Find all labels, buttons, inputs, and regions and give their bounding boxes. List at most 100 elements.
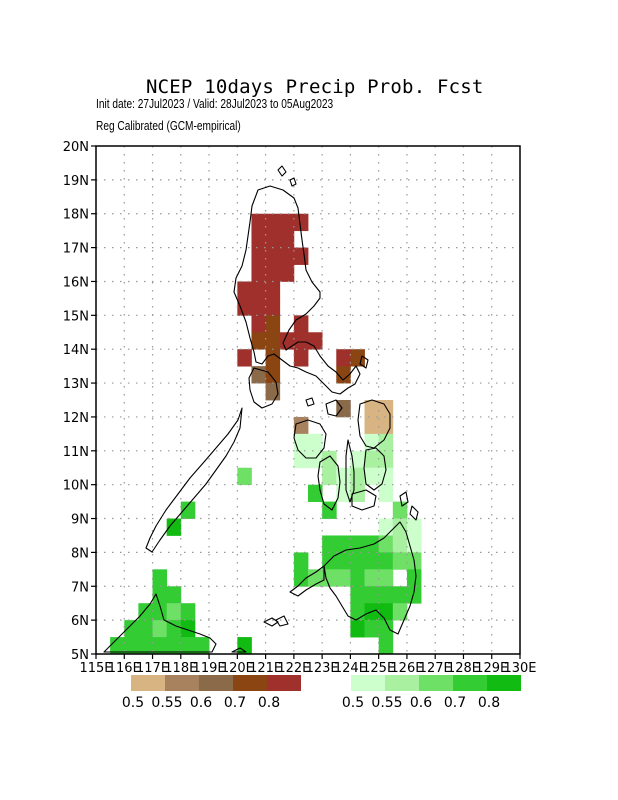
prob-cell	[166, 637, 182, 655]
wet-legend-swatch	[385, 675, 419, 691]
prob-cell	[166, 603, 182, 621]
prob-cell	[322, 535, 337, 553]
prob-cell	[251, 264, 266, 282]
dry-legend-swatch	[131, 675, 165, 691]
lon-tick-label: 130E	[503, 661, 536, 676]
prob-cell	[110, 637, 125, 655]
prob-cell	[406, 569, 422, 587]
prob-cell	[166, 620, 182, 638]
prob-cell	[364, 400, 380, 418]
lat-tick-label: 8N	[71, 546, 89, 561]
prob-cell	[124, 620, 139, 638]
prob-cell	[265, 298, 281, 316]
prob-cell	[378, 603, 394, 621]
axis-ticks: 5N 6N 7N 8N 9N 10N 11N 12N 13N 14N 15N 16N 17N 18N 19N…	[63, 140, 537, 676]
prob-cell	[293, 315, 309, 333]
coast-siargao	[409, 505, 419, 521]
lon-tick-label: 125E	[362, 661, 395, 676]
prob-cell	[336, 484, 351, 502]
lon-tick-label: 119E	[193, 661, 226, 676]
dry-legend-swatch	[267, 675, 301, 691]
lon-tick-label: 127E	[419, 661, 452, 676]
prob-cell	[265, 366, 281, 384]
prob-cell	[265, 349, 281, 367]
prob-cell	[237, 281, 252, 299]
probability-cells	[110, 213, 422, 655]
prob-cell	[308, 332, 323, 350]
wet-legend-swatch	[351, 675, 385, 691]
prob-cell	[293, 332, 309, 350]
lat-tick-label: 7N	[71, 580, 89, 595]
prob-cell	[180, 637, 196, 655]
lat-tick-label: 11N	[63, 445, 89, 460]
prob-cell	[166, 518, 182, 536]
prob-cell	[392, 501, 408, 519]
prob-cell	[293, 569, 309, 587]
coast-leyte	[363, 447, 387, 491]
prob-cell	[138, 637, 153, 655]
prob-cell	[293, 552, 309, 570]
lon-tick-label: 118E	[164, 661, 197, 676]
prob-cell	[279, 264, 295, 282]
prob-cell	[406, 586, 422, 604]
prob-cell	[350, 586, 365, 604]
wet-legend-label: 0.8	[478, 695, 500, 711]
coast-batanes	[277, 165, 287, 177]
legend: 0.5 0.55 0.6 0.7 0.8 0.5 0.55 0.6 0.7 0.8	[122, 675, 521, 711]
prob-cell	[378, 535, 394, 553]
prob-cell	[392, 518, 408, 536]
prob-cell	[350, 569, 365, 587]
prob-cell	[265, 264, 281, 282]
prob-cell	[378, 416, 394, 435]
prob-cell	[364, 416, 380, 435]
lat-tick-label: 9N	[71, 513, 89, 528]
prob-cell	[378, 586, 394, 604]
prob-cell	[322, 467, 337, 486]
prob-cell	[180, 501, 196, 519]
coast-cebu	[345, 439, 355, 503]
wet-legend-label: 0.6	[410, 695, 432, 711]
dry-legend-label: 0.7	[224, 695, 246, 711]
wet-legend-label: 0.7	[444, 695, 466, 711]
prob-cell	[364, 620, 380, 638]
prob-cell	[251, 230, 266, 248]
prob-cell	[336, 535, 351, 553]
prob-cell	[392, 603, 408, 621]
dry-legend-swatch	[233, 675, 267, 691]
prob-cell	[237, 298, 252, 316]
lon-tick-label: 115E	[79, 661, 112, 676]
prob-cell	[322, 450, 337, 469]
coast-borneo	[103, 593, 217, 653]
prob-cell	[293, 450, 309, 469]
coast-sibuyan	[305, 397, 315, 407]
lon-tick-label: 126E	[390, 661, 423, 676]
chart-title: NCEP 10days Precip Prob. Fcst	[146, 76, 484, 98]
prob-cell	[350, 535, 365, 553]
prob-cell	[251, 298, 266, 316]
wet-legend-swatch	[419, 675, 453, 691]
gridlines	[96, 146, 520, 654]
wet-legend-label: 0.5	[342, 695, 364, 711]
lat-tick-label: 13N	[63, 377, 89, 392]
prob-cell	[364, 586, 380, 604]
lon-tick-label: 123E	[306, 661, 339, 676]
coast-negros	[317, 455, 341, 511]
lon-tick-label: 120E	[221, 661, 254, 676]
prob-cell	[392, 535, 408, 553]
prob-cell	[251, 332, 266, 350]
prob-cell	[138, 620, 153, 638]
prob-cell	[378, 569, 394, 587]
dry-legend-label: 0.55	[151, 695, 182, 711]
lat-tick-label: 14N	[63, 343, 89, 358]
prob-cell	[350, 552, 365, 570]
coast-zamboanga	[289, 565, 325, 597]
prob-cell	[364, 450, 380, 469]
prob-cell	[138, 603, 153, 621]
prob-cell	[194, 637, 210, 655]
prob-cell	[265, 281, 281, 299]
coast-basilan	[275, 615, 289, 627]
prob-cell	[279, 332, 295, 350]
prob-cell	[180, 603, 196, 621]
prob-cell	[180, 620, 196, 638]
